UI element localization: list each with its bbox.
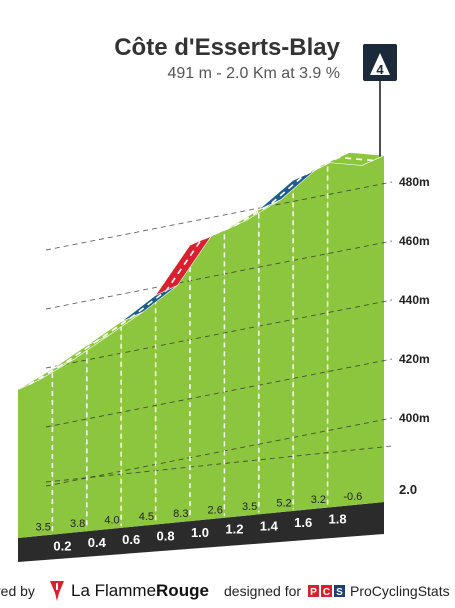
segment-gradient-label: 3.5 <box>242 501 257 513</box>
segment-gradient-label: 8.3 <box>173 508 188 520</box>
profile-right-side <box>362 155 384 505</box>
segment-gradient-label: 4.5 <box>139 511 154 523</box>
pcs-logo-icon[interactable]: P C S <box>308 585 346 597</box>
segment-face <box>190 230 225 522</box>
km-marker-label: 0.4 <box>88 535 107 550</box>
mountain-icon <box>370 53 390 75</box>
elevation-gridline <box>45 299 393 369</box>
profile-base <box>18 502 384 562</box>
distance-base-strip <box>18 502 384 562</box>
segment-face <box>18 369 53 538</box>
climb-title: Côte d'Esserts-Blay <box>114 34 340 61</box>
segment-face <box>293 162 328 511</box>
elevation-gridline <box>45 417 393 487</box>
elevation-gridline <box>45 181 393 251</box>
profile-top-surface <box>17 152 386 390</box>
km-divider-lines <box>51 166 329 533</box>
segment-top-band <box>326 152 386 166</box>
pcs-letter-p: P <box>310 587 317 597</box>
segment-gradient-label: 3.5 <box>36 521 51 533</box>
profile-center-line <box>28 156 374 386</box>
elevation-tick-label: 440m <box>399 293 430 307</box>
category-number: 4 <box>376 62 384 77</box>
elevation-tick-label: 480m <box>399 175 430 189</box>
pcs-letter-c: C <box>323 587 330 597</box>
flame-flag-icon <box>50 581 64 601</box>
brand-regular: La Flamme <box>71 581 157 600</box>
climb-subtitle: 491 m - 2.0 Km at 3.9 % <box>167 65 340 82</box>
category-marker: 4 <box>363 44 397 157</box>
km-marker-label: 1.8 <box>329 512 347 527</box>
km-marker-label: 1.0 <box>191 525 209 540</box>
elevation-gridline <box>45 358 393 428</box>
segment-face <box>52 345 87 535</box>
segment-gradient-label: 4.0 <box>104 515 119 527</box>
km-marker-label: 1.4 <box>260 518 279 533</box>
elevation-tick-label: 420m <box>399 352 430 366</box>
segment-face <box>86 321 122 532</box>
km-marker-label: 0.6 <box>122 532 140 547</box>
km-marker-label: 0.8 <box>157 528 175 543</box>
km-marker-label: 0.2 <box>53 539 71 554</box>
elevation-gridline <box>45 240 393 310</box>
designed-for-text: designed for <box>224 583 302 599</box>
profile-segments <box>18 155 384 538</box>
brand-bold: Rouge <box>156 581 209 600</box>
pcs-name[interactable]: ProCyclingStats <box>350 583 450 599</box>
segment-face <box>258 180 294 515</box>
powered-by-text: red by <box>0 583 35 599</box>
segment-face <box>224 209 259 518</box>
segment-gradient-label: 3.2 <box>311 494 326 506</box>
segment-gradient-label: 2.6 <box>208 504 223 516</box>
km-marker-label: 1.2 <box>225 522 243 537</box>
segment-gradient-label: -0.6 <box>343 491 362 503</box>
elevation-gridline <box>45 445 393 483</box>
segment-face <box>155 245 190 525</box>
chart-labels: 400m 420m 440m 460m 480m 3.5 3.8 4.0 4.5 8.3 2.6 3.… <box>36 175 430 554</box>
segment-gradient-label: 5.2 <box>276 498 291 510</box>
segment-gradient-label: 3.8 <box>70 518 85 530</box>
footer: red by La FlammeRouge designed for P C S… <box>0 578 455 608</box>
segment-face <box>327 162 362 508</box>
final-distance-label: 2.0 <box>399 482 417 497</box>
elevation-tick-label: 460m <box>399 234 430 248</box>
brand-name[interactable]: La FlammeRouge <box>71 581 209 601</box>
elevation-tick-label: 400m <box>399 411 430 425</box>
pcs-letter-s: S <box>336 587 343 597</box>
elevation-gridlines <box>45 181 393 487</box>
km-marker-label: 1.6 <box>294 515 312 530</box>
